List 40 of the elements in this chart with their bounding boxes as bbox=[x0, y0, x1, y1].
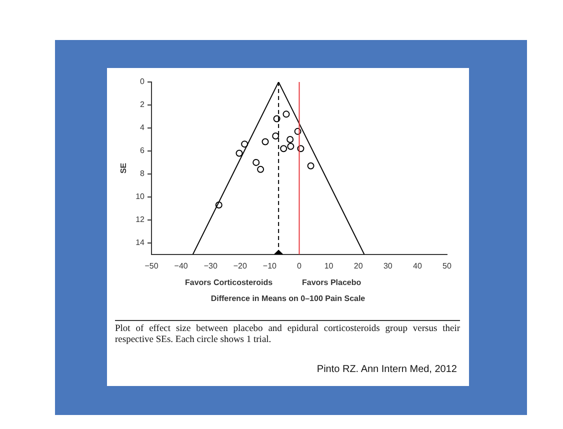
y-axis-title: SE bbox=[119, 162, 128, 174]
point bbox=[215, 201, 222, 208]
y-tick-label: 6 bbox=[140, 146, 146, 156]
x-tick-label: −50 bbox=[144, 261, 159, 270]
x-tick-label: −20 bbox=[233, 261, 248, 270]
x-axis-title: Difference in Means on 0–100 Pain Scale bbox=[210, 294, 366, 303]
point bbox=[272, 132, 280, 140]
point bbox=[286, 136, 294, 143]
x-tick-label: 20 bbox=[354, 261, 364, 270]
y-tick-label: 2 bbox=[140, 100, 146, 110]
y-tick-label: 0 bbox=[140, 77, 146, 86]
point bbox=[287, 142, 294, 150]
y-tick-label: 8 bbox=[140, 169, 146, 178]
point bbox=[236, 150, 243, 157]
point bbox=[252, 158, 260, 166]
y-tick-label: 4 bbox=[140, 123, 146, 132]
point bbox=[241, 140, 248, 148]
y-tick-label: 14 bbox=[136, 238, 146, 248]
x-tick-label: 10 bbox=[324, 261, 334, 270]
text: Plot of effect size between placebo and epidural corticosteroids group versus their respective SEs. Each circle shows 1 trial. bbox=[115, 324, 460, 346]
x-tick-label: 40 bbox=[412, 261, 422, 270]
point bbox=[294, 128, 302, 135]
x-tick-label: −10 bbox=[262, 261, 278, 270]
point bbox=[297, 145, 304, 152]
point bbox=[280, 145, 288, 152]
y-tick-label: 12 bbox=[136, 215, 146, 224]
y-tick-label: 10 bbox=[136, 192, 146, 202]
x-tick-label: 0 bbox=[297, 261, 302, 270]
point bbox=[273, 115, 280, 122]
x-tick-label: 30 bbox=[383, 261, 393, 270]
point bbox=[257, 166, 264, 173]
point bbox=[282, 110, 290, 118]
point bbox=[307, 162, 314, 170]
x-tick-label: 50 bbox=[442, 261, 452, 270]
text: Pinto RZ. Ann Intern Med, 2012 bbox=[316, 364, 457, 375]
text: Favors Placebo bbox=[302, 278, 362, 287]
x-tick-label: −40 bbox=[174, 261, 188, 270]
x-tick-label: −30 bbox=[204, 261, 218, 270]
point bbox=[262, 138, 269, 146]
text: Favors Corticosteroids bbox=[185, 278, 273, 287]
